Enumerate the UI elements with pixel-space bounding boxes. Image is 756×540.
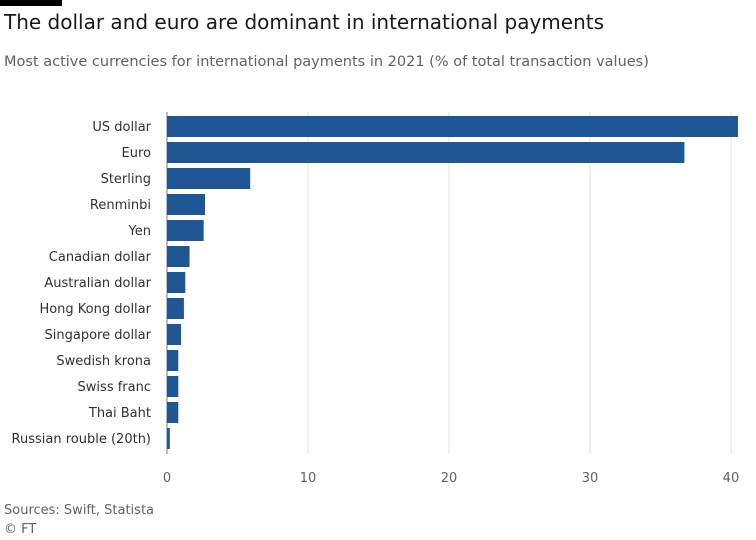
category-labels: US dollar Euro Sterling Renminbi Yen Canadian…: [12, 120, 152, 447]
x-axis-ticks: 0 10 20 30 40: [163, 471, 739, 486]
category-label: US dollar: [92, 120, 151, 135]
x-tick-label: 30: [582, 471, 599, 486]
category-label: Russian rouble (20th): [12, 432, 151, 447]
category-label: Sterling: [101, 172, 151, 187]
bars: [167, 116, 738, 449]
bar-canadian-dollar: [167, 246, 190, 267]
bar-swiss-franc: [167, 376, 179, 397]
chart-subtitle: Most active currencies for international…: [4, 54, 649, 70]
bar-renminbi: [167, 194, 206, 215]
bar-thai-baht: [167, 402, 179, 423]
x-tick-label: 20: [441, 471, 458, 486]
bar-russian-rouble-20th: [167, 428, 170, 449]
category-label: Swedish krona: [56, 354, 151, 369]
copyright-credit: © FT: [4, 522, 37, 537]
category-label: Euro: [122, 146, 152, 161]
source-note: Sources: Swift, Statista: [4, 503, 155, 518]
bar-swedish-krona: [167, 350, 179, 371]
x-tick-label: 0: [163, 471, 171, 486]
bar-chart: US dollar Euro Sterling Renminbi Yen Canadian…: [12, 112, 739, 486]
brand-bar: [0, 0, 62, 6]
bar-singapore-dollar: [167, 324, 182, 345]
category-label: Yen: [128, 224, 151, 239]
grid-lines: [166, 112, 732, 454]
category-label: Thai Baht: [88, 406, 151, 421]
category-label: Renminbi: [90, 198, 151, 213]
category-label: Swiss franc: [78, 380, 151, 395]
category-label: Hong Kong dollar: [39, 302, 151, 317]
bar-hong-kong-dollar: [167, 298, 184, 319]
x-tick-label: 10: [300, 471, 317, 486]
category-label: Australian dollar: [44, 276, 151, 291]
bar-yen: [167, 220, 204, 241]
bar-us-dollar: [167, 116, 738, 137]
bar-sterling: [167, 168, 251, 189]
category-label: Singapore dollar: [45, 328, 152, 343]
bar-australian-dollar: [167, 272, 186, 293]
chart-title: The dollar and euro are dominant in inte…: [4, 10, 605, 34]
x-tick-label: 40: [723, 471, 740, 486]
category-label: Canadian dollar: [49, 250, 152, 265]
bar-euro: [167, 142, 685, 163]
